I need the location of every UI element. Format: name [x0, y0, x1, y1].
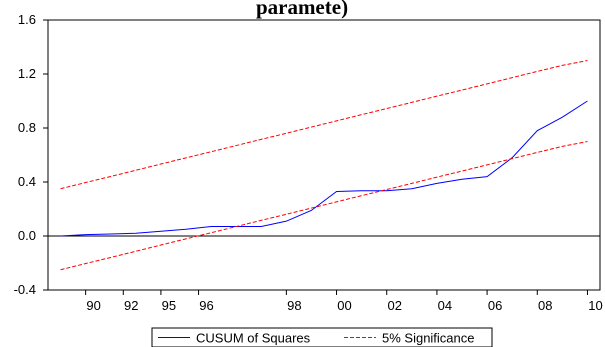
series-lower-bound-line	[60, 141, 588, 271]
x-tick-label: 04	[438, 298, 452, 313]
x-tick-label: 08	[538, 298, 552, 313]
x-tick-label: 98	[287, 298, 301, 313]
x-tick-label: 10	[588, 298, 602, 313]
y-tick-label: 1.2	[18, 66, 36, 81]
y-tick-label: 0.8	[18, 120, 36, 135]
y-tick-label: 0.0	[18, 228, 36, 243]
x-tick-label: 95	[162, 298, 176, 313]
x-tick-label: 02	[387, 298, 401, 313]
y-tick-label: -0.4	[14, 282, 36, 297]
x-tick-label: 06	[488, 298, 502, 313]
x-tick-label: 96	[199, 298, 213, 313]
series-upper-bound-line	[60, 60, 588, 190]
legend-label: 5% Significance	[382, 331, 475, 346]
plot-frame	[47, 19, 601, 291]
y-tick-label: 0.4	[18, 174, 36, 189]
legend-label: CUSUM of Squares	[196, 331, 311, 346]
x-tick-label: 92	[124, 298, 138, 313]
y-tick-label: 1.6	[18, 12, 36, 27]
x-tick-label: 90	[86, 298, 100, 313]
legend-box	[151, 327, 493, 347]
x-tick-label: 00	[337, 298, 351, 313]
series-cusum-line	[60, 100, 588, 237]
chart-title: paramete)	[256, 0, 348, 19]
